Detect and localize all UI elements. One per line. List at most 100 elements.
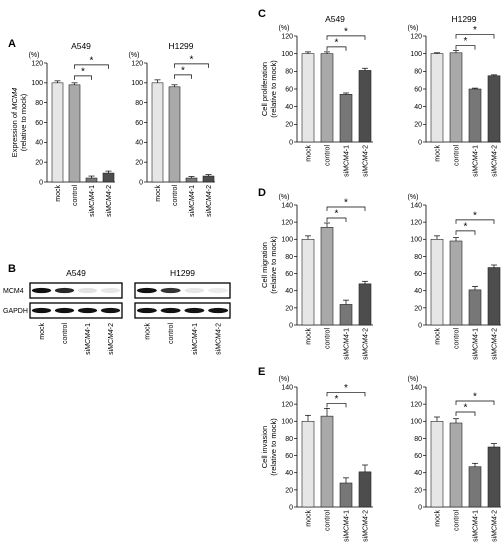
western-blot-a549-lane-label-simcm4-1: siMCM4-1: [85, 323, 92, 355]
chart-d-a549-ytick-label: 100: [281, 237, 293, 244]
chart-e-h1299-ytick-label: 0: [418, 504, 422, 511]
chart-a-a549-ylabel-line2: (relative to mock): [19, 93, 28, 151]
chart-e-h1299-significance-bracket: [455, 411, 476, 416]
chart-d-h1299-bar-simcm4-2: [487, 267, 501, 326]
western-blot-a549-membrane-gapdh: [29, 302, 123, 319]
chart-e-h1299-ytick-label: 140: [410, 384, 422, 391]
chart-d-a549-bar-simcm4-2: [358, 283, 372, 326]
chart-d-a549-ylabel-line1: Cell migration: [260, 242, 269, 288]
chart-d-h1299-ytick-label: 80: [414, 254, 422, 261]
chart-c-a549-xtick-label-control: control: [325, 145, 332, 166]
western-blot-h1299-band-gapdh-mock: [136, 307, 157, 314]
chart-e-h1299-bar-simcm4-2: [487, 446, 501, 508]
chart-e-a549-ytick-label: 120: [281, 402, 293, 409]
chart-d-a549-significance-bracket: [326, 217, 347, 222]
chart-c-a549-ytick-label: 100: [281, 51, 293, 58]
chart-a-h1299-ytick-label: 0: [139, 179, 143, 186]
chart-e-h1299-xtick-label-simcm4-2: siMCM4-2: [492, 510, 499, 542]
chart-d-a549-bar-mock: [301, 238, 315, 326]
chart-e-h1299-bar-simcm4-1: [468, 466, 482, 508]
western-blot-h1299-title: H1299: [170, 268, 195, 278]
chart-a-a549-xtick-label-simcm4-1: siMCM4-1: [89, 185, 96, 217]
chart-d-h1299-significance-bracket: [455, 219, 495, 224]
chart-e-a549-bar-mock: [301, 420, 315, 508]
chart-a-a549-ytick-label: 40: [35, 140, 43, 147]
chart-d-a549-ytick-label: 40: [285, 288, 293, 295]
chart-d-h1299-ytick-label: 60: [414, 271, 422, 278]
chart-a-a549-bar-mock: [51, 82, 64, 183]
chart-d-h1299-significance-star: *: [473, 210, 477, 221]
western-blot-h1299-membrane-gapdh: [134, 302, 231, 319]
panel-label-e: E: [258, 366, 265, 378]
chart-a-h1299-significance-bracket: [174, 74, 192, 79]
chart-a-a549-ytick-label: 80: [35, 100, 43, 107]
chart-e-h1299-significance-star: *: [464, 403, 468, 414]
chart-e-a549-ytick-label: 100: [281, 419, 293, 426]
chart-c-h1299-title: H1299: [451, 14, 476, 24]
chart-e-a549-xtick-label-control: control: [325, 510, 332, 531]
western-blot-a549-lane-label-simcm4-2: siMCM4-2: [108, 323, 115, 355]
chart-d-h1299-ytick-label: 100: [410, 237, 422, 244]
chart-e-h1299-ytick-label: 60: [414, 453, 422, 460]
panel-label-d: D: [258, 187, 266, 199]
chart-a-a549-xtick-label-control: control: [72, 185, 79, 206]
chart-d-a549-significance-star: *: [335, 209, 339, 220]
chart-a-h1299-bar-simcm4-1: [185, 177, 198, 183]
chart-d-a549-ytick-label: 120: [281, 220, 293, 227]
chart-d-h1299-bar-simcm4-1: [468, 289, 482, 326]
chart-d-h1299-ytick-label: 140: [410, 202, 422, 209]
chart-a-a549-significance-bracket: [74, 64, 109, 69]
chart-d-h1299-xtick-label-control: control: [454, 328, 461, 349]
chart-d-a549-ylabel-line2: (relative to mock): [269, 236, 278, 294]
chart-e-a549-bar-simcm4-1: [339, 482, 353, 508]
chart-d-a549-bar-simcm4-1: [339, 304, 353, 326]
chart-c-a549-significance-star: *: [335, 37, 339, 48]
chart-a-h1299-bar-simcm4-2: [202, 175, 215, 183]
chart-e-a549-bar-control: [320, 415, 334, 508]
chart-a-h1299-bar-mock: [151, 82, 164, 183]
chart-c-h1299-significance-bracket: [455, 45, 476, 50]
chart-a-a549-significance-bracket: [74, 75, 92, 80]
panel-label-a: A: [8, 38, 16, 50]
western-blot-h1299-lane-label-control: control: [168, 323, 175, 344]
chart-e-a549-unit-label: (%): [279, 376, 290, 383]
chart-c-h1299-xtick-label-simcm4-2: siMCM4-2: [492, 145, 499, 177]
chart-a-a549-xtick-label-simcm4-2: siMCM4-2: [106, 185, 113, 217]
western-blot-a549-band-gapdh-mock: [31, 307, 52, 314]
chart-d-a549-xtick-label-control: control: [325, 328, 332, 349]
chart-e-a549-ytick-label: 80: [285, 436, 293, 443]
chart-e-a549-significance-star: *: [344, 383, 348, 394]
chart-c-h1299-ytick-label: 100: [410, 51, 422, 58]
chart-a-h1299-significance-star: *: [181, 65, 185, 76]
western-blot-h1299-band-mcm4-mock: [136, 287, 157, 294]
chart-d-a549-xtick-label-simcm4-2: siMCM4-2: [363, 328, 370, 360]
chart-a-h1299-ytick-label: 40: [135, 140, 143, 147]
chart-d-a549-ytick-label: 0: [289, 322, 293, 329]
chart-e-a549-ytick-label: 60: [285, 453, 293, 460]
chart-e-a549-xtick-label-simcm4-2: siMCM4-2: [363, 510, 370, 542]
western-blot-row-label-mcm4: MCM4: [3, 288, 24, 295]
chart-c-a549-ytick-label: 0: [289, 139, 293, 146]
chart-e-h1299-bar-mock: [430, 420, 444, 508]
western-blot-h1299-band-mcm4-simcm4-1: [184, 287, 205, 294]
chart-c-a549-ytick-label: 40: [285, 104, 293, 111]
chart-a-a549-xtick-label-mock: mock: [55, 185, 62, 202]
chart-c-a549-ytick-label: 20: [285, 122, 293, 129]
chart-c-a549-significance-bracket: [326, 46, 347, 51]
chart-a-a549-ytick-label: 100: [31, 80, 43, 87]
chart-e-h1299-ytick-label: 120: [410, 402, 422, 409]
chart-c-a549-unit-label: (%): [279, 25, 290, 32]
chart-e-h1299-ytick-label: 40: [414, 470, 422, 477]
chart-e-a549-ylabel-line2: (relative to mock): [269, 418, 278, 476]
chart-e-h1299-ytick-label: 100: [410, 419, 422, 426]
chart-c-h1299-ytick-label: 20: [414, 122, 422, 129]
western-blot-h1299-band-mcm4-control: [160, 287, 181, 294]
chart-c-a549-ytick-label: 60: [285, 86, 293, 93]
chart-c-h1299-bar-simcm4-1: [468, 88, 482, 143]
chart-a-a549-title: A549: [71, 41, 91, 51]
chart-c-a549-significance-bracket: [326, 35, 366, 40]
chart-a-h1299-unit-label: (%): [129, 52, 140, 59]
chart-a-h1299-significance-star: *: [190, 54, 194, 65]
western-blot-a549-band-mcm4-simcm4-2: [100, 287, 121, 294]
chart-c-h1299-bar-simcm4-2: [487, 75, 501, 143]
